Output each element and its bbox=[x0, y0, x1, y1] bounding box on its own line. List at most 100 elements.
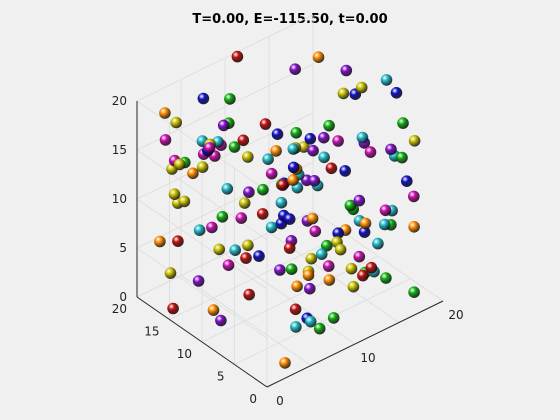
data-point bbox=[217, 119, 230, 132]
data-point bbox=[257, 183, 269, 196]
grid-line bbox=[312, 210, 444, 302]
chart-title: T=0.00, E=-115.50, t=0.00 bbox=[192, 12, 387, 27]
data-point bbox=[304, 315, 317, 328]
data-point bbox=[322, 260, 335, 272]
data-point bbox=[231, 50, 244, 63]
data-point bbox=[397, 117, 409, 129]
data-point bbox=[347, 280, 360, 293]
data-point bbox=[353, 194, 366, 207]
data-point bbox=[242, 239, 254, 252]
data-point bbox=[238, 197, 251, 209]
data-point bbox=[159, 134, 172, 146]
data-point bbox=[353, 250, 366, 263]
data-point bbox=[215, 314, 227, 327]
data-point bbox=[390, 87, 403, 99]
data-point bbox=[243, 288, 255, 301]
data-point bbox=[380, 74, 393, 86]
data-point bbox=[318, 131, 330, 144]
data-point bbox=[287, 174, 299, 186]
data-point bbox=[364, 146, 377, 158]
data-point bbox=[290, 321, 302, 333]
data-point bbox=[173, 158, 186, 171]
data-point bbox=[240, 252, 252, 264]
grid-line bbox=[136, 149, 268, 241]
y-tick-label: 20 bbox=[112, 302, 127, 316]
data-point bbox=[203, 142, 216, 154]
data-point bbox=[357, 269, 369, 282]
data-point bbox=[279, 357, 291, 369]
data-point bbox=[283, 242, 296, 254]
data-point bbox=[164, 267, 177, 279]
data-point bbox=[332, 227, 345, 239]
data-point bbox=[298, 141, 310, 153]
data-point bbox=[312, 51, 325, 63]
data-point bbox=[243, 186, 255, 198]
data-point bbox=[408, 286, 420, 299]
data-point bbox=[378, 218, 391, 231]
data-point bbox=[313, 322, 326, 335]
data-point bbox=[178, 195, 191, 208]
data-point bbox=[193, 224, 206, 236]
data-point bbox=[327, 312, 340, 324]
data-point bbox=[168, 188, 181, 200]
data-point bbox=[355, 81, 368, 94]
data-point bbox=[275, 196, 288, 209]
data-point bbox=[216, 211, 229, 223]
y-axis-line bbox=[136, 296, 268, 388]
data-point bbox=[228, 141, 241, 153]
data-point bbox=[172, 235, 184, 247]
data-point bbox=[256, 208, 269, 220]
data-point bbox=[222, 259, 235, 272]
y-tick-label: 15 bbox=[144, 325, 159, 339]
x-axis-line bbox=[266, 300, 444, 388]
data-point bbox=[359, 217, 372, 230]
data-point bbox=[401, 175, 413, 187]
data-point bbox=[408, 135, 421, 147]
data-point bbox=[259, 118, 272, 130]
data-point bbox=[307, 144, 319, 157]
data-point bbox=[196, 161, 209, 173]
z-tick-label: 10 bbox=[112, 192, 127, 206]
data-point bbox=[308, 175, 321, 187]
data-point bbox=[337, 87, 350, 100]
grid-line bbox=[136, 112, 314, 200]
grid-line bbox=[169, 233, 346, 320]
z-tick-label: 5 bbox=[119, 241, 127, 255]
data-point bbox=[323, 274, 336, 286]
data-point bbox=[207, 304, 220, 316]
data-points bbox=[154, 50, 421, 369]
z-tick-label: 20 bbox=[112, 94, 127, 108]
data-point bbox=[159, 107, 171, 119]
data-point bbox=[235, 212, 248, 224]
data-point bbox=[315, 248, 328, 260]
data-point bbox=[253, 250, 265, 262]
axes-box bbox=[136, 101, 444, 388]
data-point bbox=[365, 261, 378, 274]
data-point bbox=[285, 263, 298, 276]
data-point bbox=[167, 302, 179, 315]
y-tick-label: 5 bbox=[217, 370, 225, 384]
data-point bbox=[408, 221, 420, 233]
data-point bbox=[287, 143, 300, 155]
data-point bbox=[305, 252, 318, 265]
data-point bbox=[304, 282, 316, 295]
data-point bbox=[372, 237, 384, 250]
x-tick-label: 0 bbox=[276, 394, 284, 408]
data-point bbox=[289, 63, 302, 75]
z-tick-label: 15 bbox=[112, 143, 127, 157]
data-point bbox=[325, 162, 338, 175]
data-point bbox=[154, 235, 166, 248]
data-point bbox=[221, 183, 234, 195]
data-point bbox=[270, 145, 282, 157]
data-point bbox=[302, 269, 315, 282]
data-point bbox=[187, 167, 199, 180]
data-point bbox=[309, 225, 322, 238]
grid-line bbox=[136, 198, 268, 290]
data-point bbox=[334, 243, 347, 256]
data-point bbox=[265, 167, 278, 180]
data-point bbox=[213, 243, 225, 256]
data-point bbox=[170, 116, 182, 129]
data-point bbox=[242, 151, 254, 163]
